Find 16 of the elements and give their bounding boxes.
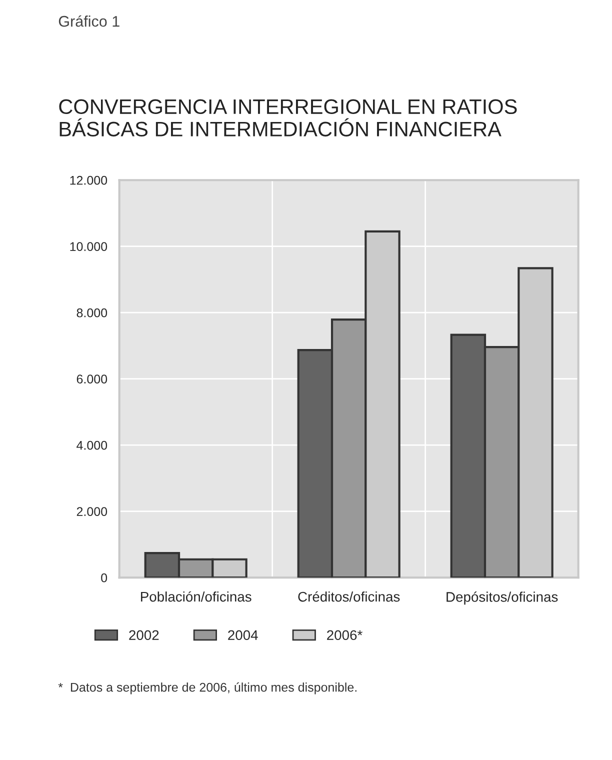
y-tick-label: 10.000 xyxy=(70,242,108,252)
legend-label: 2006* xyxy=(327,630,362,640)
y-tick-label: 0 xyxy=(101,573,108,582)
y-tick-label: 12.000 xyxy=(70,176,108,185)
x-tick-label: Créditos/oficinas xyxy=(298,591,400,602)
y-tick-label: 4.000 xyxy=(76,440,108,450)
text: Gráfico 1 xyxy=(58,15,120,27)
text: * Datos a septiembre de 2006, último mes disponible. xyxy=(58,682,356,694)
x-tick-label: Población/oficinas xyxy=(141,591,252,602)
y-tick-label: 8.000 xyxy=(76,308,108,318)
chart-title: CONVERGENCIA INTERREGIONAL EN RATIOS BÁSICAS DE INTERMEDIACIÓN FINANCIERA xyxy=(59,99,517,136)
x-tick-label: Depósitos/oficinas xyxy=(446,591,558,605)
legend-label: 2004 xyxy=(228,630,258,640)
y-tick-label: 2.000 xyxy=(76,507,108,516)
legend-label: 2002 xyxy=(129,630,159,640)
y-tick-label: 6.000 xyxy=(76,374,108,384)
